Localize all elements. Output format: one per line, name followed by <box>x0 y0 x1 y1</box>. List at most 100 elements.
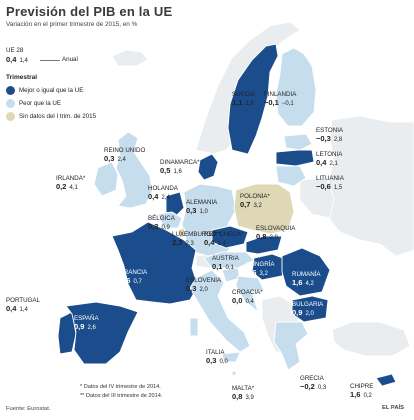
legend-sample-values: 0,4 1,4 <box>6 55 28 64</box>
country-quarterly: 0,8 <box>256 231 267 241</box>
country-values: 0,8 2,9 <box>256 231 295 241</box>
country-shape-espana <box>65 301 139 365</box>
country-shape-malta <box>231 370 237 376</box>
country-values: 0,3 0,0 <box>206 356 228 365</box>
country-annual: 0,4 <box>245 298 254 305</box>
legend-sample-country: UE 28 <box>6 47 24 54</box>
country-quarterly: −0,6 <box>316 181 331 191</box>
country-annual: 0,9 <box>161 224 170 231</box>
country-annual: 2,3 <box>185 240 194 247</box>
label-estonia: ESTONIA −0,3 2,8 <box>316 127 343 143</box>
legend-sample-annual: 1,4 <box>19 58 28 64</box>
country-quarterly: 2,3 <box>172 237 183 247</box>
country-shape-estonia <box>283 133 313 151</box>
country-name: BULGARIA <box>292 301 324 308</box>
country-annual: 3,9 <box>245 394 254 401</box>
country-annual: 1,0 <box>199 208 208 215</box>
country-quarterly: 1,6 <box>292 277 303 287</box>
country-quarterly: −0,3 <box>316 133 331 143</box>
country-name: REINO UNIDO <box>104 147 146 154</box>
country-quarterly: 0,6 <box>246 267 257 277</box>
legend-swatch-better <box>6 86 15 95</box>
country-quarterly: 0,9 <box>292 307 303 317</box>
country-values: 0,9 2,0 <box>292 307 323 317</box>
country-shape-rep-checa <box>211 225 249 249</box>
country-name: PORTUGAL <box>6 297 40 304</box>
country-values: 0,9 2,6 <box>74 322 99 331</box>
country-values: 0,0 0,4 <box>232 295 263 305</box>
label-irlanda: IRLANDA* 0,2 4,1 <box>56 175 86 191</box>
country-quarterly: −0,2 <box>300 381 315 391</box>
label-belgica: BÉLGICA 0,3 0,9 <box>148 215 175 231</box>
country-shape-reino-unido <box>115 131 153 209</box>
country-name: HOLANDA <box>148 185 178 192</box>
country-annual: 2,0 <box>199 286 208 293</box>
country-name: ESLOVAQUIA <box>256 225 296 232</box>
country-quarterly: 0,8 <box>232 391 243 401</box>
country-values: 0,2 4,1 <box>56 181 85 191</box>
country-quarterly: 0,6 <box>120 275 131 285</box>
label-polonia: POLONIA* 0,7 3,2 <box>240 193 270 209</box>
country-quarterly: 0,4 <box>204 237 215 247</box>
label-hungria: HUNGRÍA 0,6 3,2 <box>246 261 275 277</box>
country-name: SUECIA <box>232 91 256 98</box>
country-name: CHIPRE <box>350 383 374 390</box>
country-values: 0,3 2,4 <box>104 154 145 163</box>
country-quarterly: 0,3 <box>186 205 197 215</box>
country-values: −0,2 0,3 <box>300 381 326 391</box>
label-rumania: RUMANÍA 1,6 4,2 <box>292 271 321 287</box>
label-holanda: HOLANDA 0,4 2,4 <box>148 185 178 201</box>
country-name: RUMANÍA <box>292 271 321 278</box>
country-values: 1,6 0,2 <box>350 389 373 399</box>
country-name: IRLANDA* <box>56 175 86 182</box>
country-annual: −0,1 <box>281 100 294 107</box>
label-croacia: CROACIA* 0,0 0,4 <box>232 289 263 305</box>
country-shape-finlandia <box>275 47 317 127</box>
country-values: 0,3 0,9 <box>148 221 175 231</box>
legend-label-worse: Peor que la UE <box>19 100 61 107</box>
country-values: 0,4 1,4 <box>6 304 40 313</box>
country-annual: 2,1 <box>329 160 338 167</box>
label-eslovenia: ESLOVENIA 0,3 2,0 <box>186 277 221 293</box>
country-annual: 0,7 <box>133 278 142 285</box>
country-values: 0,6 0,7 <box>120 275 147 285</box>
country-annual: 2,6 <box>87 324 96 331</box>
legend-sample-quarterly: 0,4 <box>6 55 17 64</box>
country-values: 0,8 3,9 <box>232 391 254 401</box>
country-annual: 3,2 <box>259 270 268 277</box>
label-finlandia: FINLANDIA −0,1 −0,1 <box>264 91 297 107</box>
country-values: 2,3 2,3 <box>172 237 221 247</box>
country-values: 0,3 1,0 <box>186 205 217 215</box>
country-quarterly: 0,3 <box>148 221 159 231</box>
country-quarterly: 0,2 <box>56 181 67 191</box>
country-annual: 2,4 <box>161 194 170 201</box>
label-rep-checa: REP. CHECA* 0,4 1,4 <box>204 231 243 247</box>
country-annual: 1,6 <box>173 168 182 175</box>
country-name: DINAMARCA* <box>160 159 200 166</box>
country-name: FINLANDIA <box>264 91 297 98</box>
country-quarterly: 0,0 <box>232 295 243 305</box>
country-annual: 3,2 <box>253 202 262 209</box>
country-shape-belgica <box>157 211 183 229</box>
country-quarterly: 0,3 <box>186 283 197 293</box>
country-name: POLONIA* <box>240 193 270 200</box>
label-letonia: LETONIA 0,4 2,1 <box>316 151 342 167</box>
legend-label-nodata: Sin datos del I trim. de 2015 <box>19 113 97 120</box>
country-quarterly: 1,6 <box>350 389 361 399</box>
note-iv-trim: * Datos del IV trimestre de 2014. <box>80 384 161 390</box>
country-annual: 4,2 <box>305 280 314 287</box>
country-quarterly: 1,1 <box>232 97 243 107</box>
legend-group-title: Trimestral <box>6 74 38 81</box>
label-grecia: GRECIA −0,2 0,3 <box>300 375 326 391</box>
country-annual: 1,4 <box>217 240 226 247</box>
country-shape-sicilia <box>221 351 241 363</box>
legend-item-worse: Peor que la UE <box>6 99 61 108</box>
country-name: ALEMANIA <box>186 199 218 206</box>
country-annual: 0,1 <box>225 264 234 271</box>
country-values: 0,7 3,2 <box>240 200 270 209</box>
page-subtitle: Variación en el primer trimestre de 2015… <box>6 21 138 28</box>
label-chipre: CHIPRE 1,6 0,2 <box>350 383 374 399</box>
country-values: 0,1 0,1 <box>212 262 239 271</box>
country-quarterly: 0,4 <box>316 157 327 167</box>
source-text: Fuente: Eurostat. <box>6 406 51 412</box>
